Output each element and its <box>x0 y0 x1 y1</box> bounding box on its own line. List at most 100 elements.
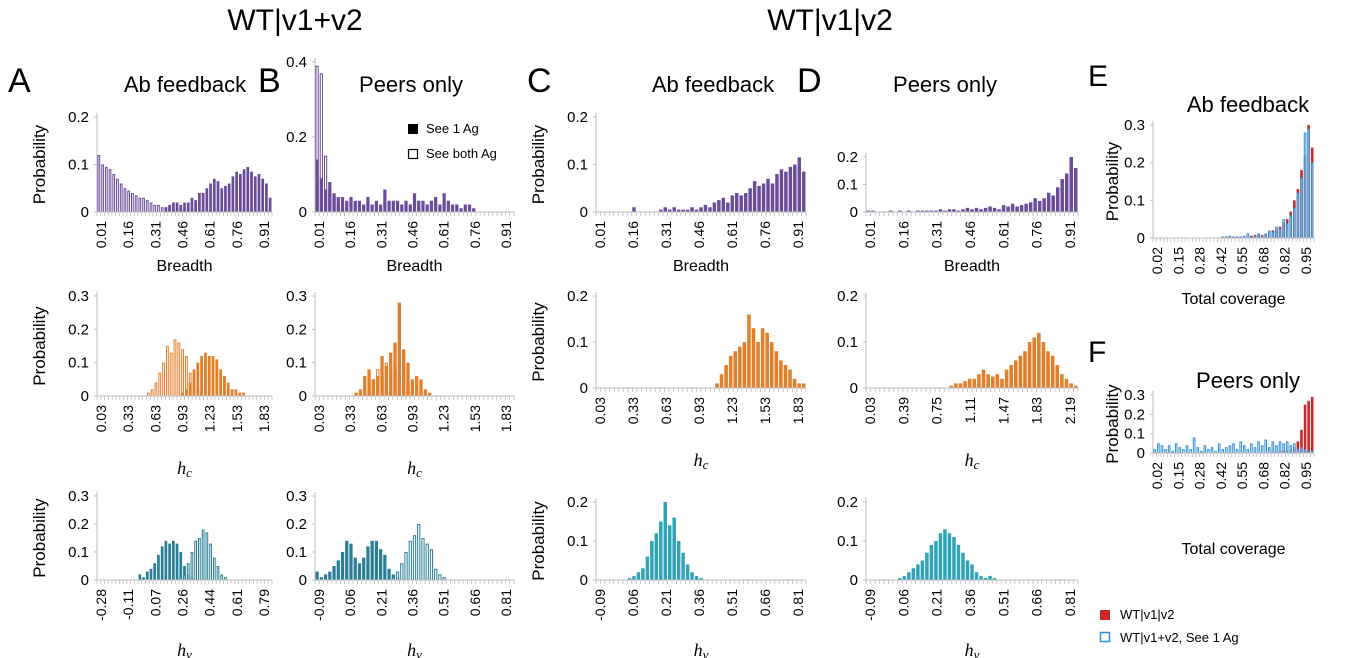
bar <box>1055 187 1060 212</box>
bar <box>866 210 871 212</box>
x-tick-label: 0.46 <box>691 221 707 248</box>
bar <box>690 572 694 580</box>
x-tick-label: -0.09 <box>311 589 327 621</box>
bar <box>694 576 699 580</box>
bar <box>990 376 995 388</box>
bar <box>207 356 211 396</box>
bar <box>393 342 397 396</box>
x-tick-label: 1.53 <box>757 397 773 424</box>
bar <box>708 207 712 212</box>
panel-title-b: Peers only <box>359 72 463 97</box>
x-tick-label: 0.76 <box>1029 221 1045 248</box>
bar <box>211 356 215 396</box>
bar <box>965 560 970 580</box>
bar <box>983 207 988 212</box>
bar <box>423 389 427 396</box>
bar <box>340 197 345 212</box>
bar <box>1296 441 1300 453</box>
bar <box>970 209 974 212</box>
x-tick-label: 0.51 <box>436 589 452 616</box>
x-tick-label: -0.09 <box>592 589 608 621</box>
bar <box>384 366 389 396</box>
x-axis-label: Breadth <box>944 258 1000 275</box>
bar <box>238 392 242 396</box>
x-tick-label: 0.68 <box>1255 247 1271 274</box>
y-tick-label: 0.3 <box>286 488 307 505</box>
bar <box>1185 445 1189 454</box>
bar <box>1024 203 1028 212</box>
bar <box>1196 447 1200 454</box>
bar <box>730 195 735 212</box>
y-tick-label: 0.2 <box>68 516 89 533</box>
x-tick-label: 0.21 <box>373 589 389 616</box>
bar <box>1275 445 1278 454</box>
bar <box>153 563 157 580</box>
y-tick-label: 0 <box>850 380 858 397</box>
y-tick-label: 0.1 <box>286 355 307 372</box>
bar <box>404 552 408 581</box>
x-tick-label: 1.23 <box>724 397 740 424</box>
panel-letter-c: C <box>527 62 552 100</box>
bar <box>920 210 925 212</box>
chart-a3: 0 0.1 0.2 0.3 -0.28 -0.11 0.07 0.26 0.44 0.61 0.79… <box>30 488 273 658</box>
bar <box>967 378 972 388</box>
bar <box>972 378 977 388</box>
x-tick-label: 0.42 <box>1213 247 1229 274</box>
panel-letter-e: E <box>1088 60 1108 93</box>
bar <box>715 383 719 388</box>
bar <box>979 576 983 580</box>
y-tick-label: 0.1 <box>1124 426 1145 443</box>
bar <box>177 342 181 397</box>
bar <box>134 195 138 213</box>
bar <box>379 204 383 212</box>
bar <box>123 188 127 213</box>
bar <box>230 389 234 396</box>
panel-title-f: Peers only <box>1196 368 1300 393</box>
bar <box>961 552 965 580</box>
bar <box>1257 233 1260 239</box>
bar <box>164 540 168 580</box>
x-tick-label: 0.33 <box>120 405 136 432</box>
bar <box>332 566 336 580</box>
legend-see-ag: See 1 Ag See both Ag <box>407 121 497 161</box>
bar <box>209 183 212 212</box>
y-axis-label: Probability <box>30 306 49 386</box>
x-tick-label: 0.82 <box>1277 462 1293 489</box>
bar <box>438 204 442 212</box>
panel-title-a: Ab feedback <box>124 72 247 97</box>
chart-b3: 0 0.1 0.2 0.3 -0.09 0.06 0.21 0.36 0.51 0.66 0.81 h… <box>286 488 515 658</box>
bar <box>1037 201 1042 212</box>
bar <box>357 200 362 212</box>
bar <box>676 541 681 580</box>
y-tick-label: 0 <box>81 388 89 405</box>
bar <box>224 185 227 212</box>
bar <box>992 207 997 212</box>
y-tick-label: 0.2 <box>567 288 588 305</box>
bar <box>149 202 153 213</box>
bar <box>391 574 395 580</box>
bar <box>699 207 703 212</box>
x-tick-label: 0.31 <box>929 221 945 248</box>
bar <box>429 549 434 581</box>
bar <box>246 166 250 212</box>
bar <box>793 164 797 212</box>
bar <box>138 197 142 213</box>
x-tick-label: 0.36 <box>962 589 978 616</box>
x-tick-label: 0.26 <box>175 589 191 616</box>
bar <box>380 356 384 396</box>
bar <box>1242 445 1246 454</box>
x-tick-label: 0.16 <box>625 221 641 248</box>
bar <box>400 563 404 581</box>
bar <box>400 204 404 212</box>
x-tick-label: 0.91 <box>790 221 806 248</box>
x-tick-label: 1.53 <box>467 405 483 432</box>
bar <box>1300 177 1303 239</box>
x-tick-label: 0.03 <box>862 397 878 424</box>
bar <box>1217 443 1221 454</box>
x-tick-label: 0.81 <box>498 589 514 616</box>
bar <box>1028 202 1033 212</box>
bar <box>198 193 201 212</box>
bar <box>929 210 934 212</box>
bar <box>227 183 231 212</box>
bar <box>916 210 920 212</box>
